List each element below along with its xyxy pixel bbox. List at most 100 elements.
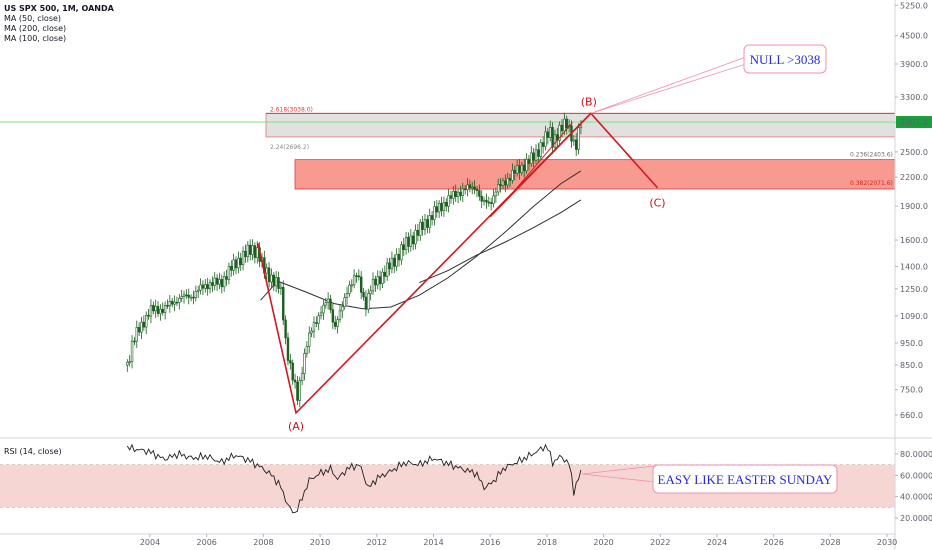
rsi-label: RSI (14, close) — [4, 447, 62, 456]
candle-body — [341, 306, 344, 312]
candle-body — [378, 276, 382, 284]
candle-body — [187, 294, 190, 298]
candle-body — [442, 201, 446, 212]
rsi-tick-label: 80.0000 — [900, 450, 932, 459]
candle-body — [293, 379, 297, 383]
candle-body — [189, 296, 193, 299]
candle-body — [272, 274, 275, 287]
time-tick-label: 2014 — [423, 538, 443, 547]
candle-body — [329, 298, 332, 310]
candle-body — [506, 178, 509, 186]
candle-body — [213, 277, 216, 286]
rsi-tick-label: 60.0000 — [900, 471, 932, 480]
candle-body — [336, 319, 339, 327]
candle-body — [494, 191, 498, 197]
price-tick-label: 3300.0 — [900, 93, 928, 102]
last-price-label: 2907.4 — [900, 118, 928, 127]
time-tick-label: 2008 — [253, 538, 273, 547]
candle-body — [440, 202, 443, 212]
annotations: NULL >3038 EASY LIKE EASTER SUNDAY — [581, 44, 838, 494]
time-tick-label: 2026 — [764, 538, 784, 547]
candle-body — [253, 245, 257, 258]
null-callout-pointer — [590, 56, 747, 114]
candle-body — [537, 149, 540, 157]
candle-body — [461, 188, 464, 196]
candle-body — [482, 199, 486, 202]
candle-body — [504, 180, 507, 186]
time-tick-label: 2022 — [650, 538, 670, 547]
candle-body — [383, 271, 387, 277]
candle-body — [279, 286, 283, 289]
fib-label-2618: 2.618(3038.0) — [270, 106, 313, 113]
candle-body — [513, 170, 516, 174]
price-tick-label: 1250.0 — [900, 285, 928, 294]
rsi-line — [126, 443, 582, 514]
candle-body — [128, 361, 131, 363]
candle-body — [352, 275, 356, 286]
candle-body — [175, 301, 179, 304]
candle-body — [534, 149, 538, 161]
candle-body — [286, 337, 290, 361]
easy-callout-box — [652, 464, 838, 494]
null-callout-box — [743, 44, 827, 74]
candle-body — [267, 267, 271, 283]
candle-body — [251, 245, 254, 255]
candle-body — [572, 139, 576, 142]
candle-body — [305, 346, 309, 354]
candle-body — [437, 202, 441, 213]
candle-body — [428, 215, 431, 228]
candle-body — [222, 276, 226, 288]
wave-label-c: (C) — [649, 197, 665, 210]
candle-body — [206, 284, 209, 290]
candle-body — [348, 284, 351, 294]
candle-body — [468, 184, 472, 188]
candle-body — [523, 164, 526, 172]
candle-body — [140, 321, 143, 333]
candle-body — [334, 321, 337, 327]
candle-body — [360, 276, 363, 293]
candle-body — [248, 244, 252, 255]
candle-body — [227, 265, 231, 280]
candle-body — [147, 314, 150, 317]
candle-body — [419, 221, 422, 236]
candle-body — [549, 127, 552, 138]
candle-body — [433, 206, 436, 220]
time-tick-label: 2004 — [140, 538, 160, 547]
wave-label-b: (B) — [581, 95, 597, 108]
null-callout-text: NULL >3038 — [750, 52, 821, 67]
candle-body — [300, 373, 304, 381]
candle-body — [310, 330, 313, 334]
candle-body — [499, 184, 502, 186]
candle-body — [135, 327, 138, 342]
candle-body — [331, 309, 335, 323]
ma50-label: MA (50, close) — [4, 14, 62, 23]
candle-body — [225, 276, 228, 280]
candle-body — [137, 327, 141, 333]
candle-body — [142, 321, 146, 328]
candle-body — [149, 304, 153, 317]
wave-label-a: (A) — [288, 420, 304, 433]
ma200-label: MA (200, close) — [4, 24, 67, 33]
candle-body — [192, 296, 195, 299]
candle-body — [574, 139, 578, 150]
candle-body — [449, 195, 453, 199]
candle-body — [565, 118, 568, 129]
candle-body — [161, 308, 164, 313]
candle-body — [234, 259, 238, 269]
price-tick-label: 3900.0 — [900, 60, 928, 69]
candle-body — [544, 131, 547, 147]
candle-body — [518, 165, 521, 173]
candle-body — [367, 293, 370, 310]
candle-body — [511, 170, 514, 181]
candle-body — [546, 131, 550, 138]
candle-body — [312, 322, 316, 332]
candle-body — [525, 158, 528, 172]
price-tick-label: 850.0 — [900, 361, 923, 370]
time-tick-label: 2020 — [593, 538, 613, 547]
candle-body — [558, 124, 561, 141]
wave-trendline — [489, 112, 592, 218]
candle-body — [430, 215, 434, 220]
fib-zone-upper — [265, 112, 896, 138]
candle-body — [497, 184, 500, 193]
